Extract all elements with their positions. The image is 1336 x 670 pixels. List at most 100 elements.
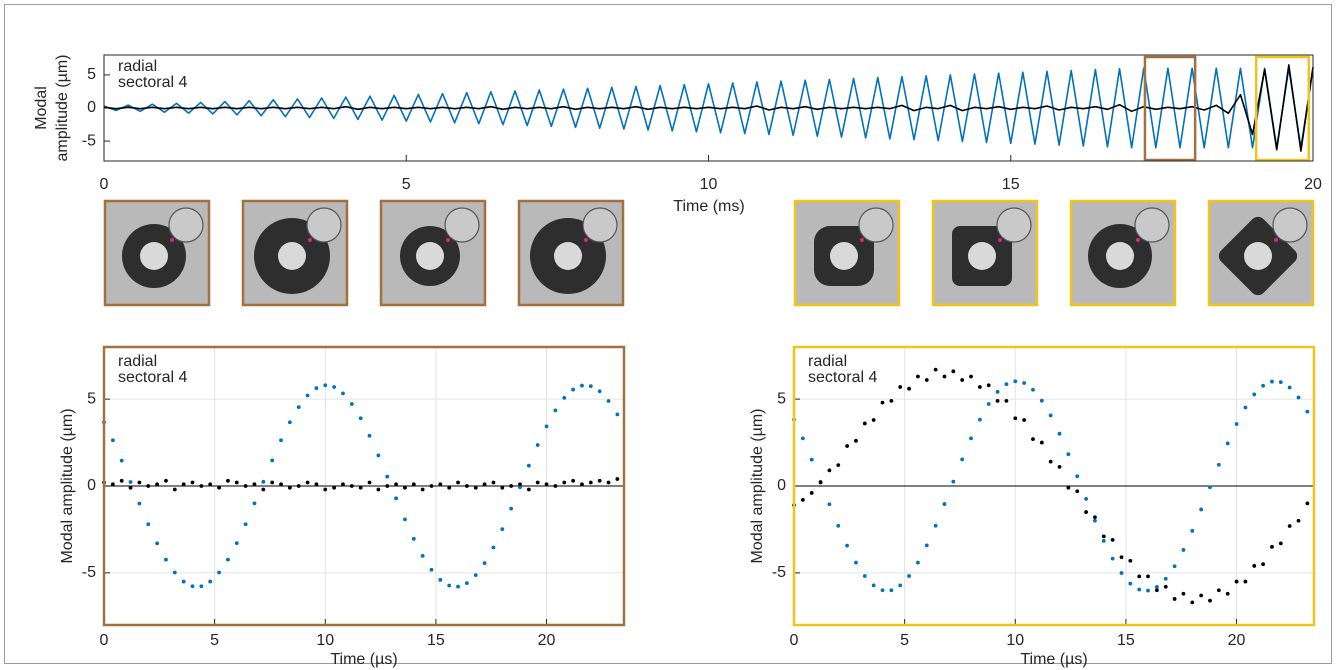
data-point (1022, 381, 1027, 385)
data-point (809, 491, 814, 495)
data-point (800, 498, 805, 502)
data-point (526, 487, 531, 492)
data-point (907, 386, 911, 391)
data-point (172, 487, 177, 492)
data-point (986, 402, 991, 406)
data-point (234, 480, 239, 485)
x-tick-label: 10 (700, 176, 718, 193)
x-tick-label: 20 (1228, 632, 1246, 649)
thumbnail (103, 199, 211, 307)
data-point (898, 385, 903, 389)
data-point (1181, 548, 1186, 552)
y-tick-label: 0 (87, 477, 96, 494)
data-point (376, 453, 381, 458)
data-point (889, 588, 894, 593)
data-point (190, 480, 195, 485)
data-point (164, 557, 168, 562)
data-point (314, 386, 319, 391)
data-point (411, 482, 416, 487)
bubble-core (830, 242, 858, 270)
data-point (181, 482, 186, 487)
data-point (562, 396, 567, 400)
highlight-box (1254, 55, 1311, 162)
data-point (880, 400, 885, 405)
thumbnail (379, 199, 487, 307)
cell (858, 207, 894, 243)
data-point (1128, 581, 1133, 586)
data-point (341, 391, 345, 396)
data-point (376, 487, 381, 492)
data-point (323, 487, 328, 492)
data-point (951, 369, 956, 374)
axes-frame (103, 54, 1314, 162)
data-point (217, 570, 221, 575)
data-point (1101, 534, 1106, 539)
y-tick-label: 0 (777, 477, 786, 494)
data-point (1093, 518, 1097, 523)
marker (584, 238, 588, 242)
data-point (349, 484, 354, 488)
data-point (933, 367, 938, 372)
data-point (1243, 579, 1248, 584)
data-point (172, 570, 177, 575)
data-point (862, 421, 867, 426)
marker (446, 238, 450, 242)
data-point (500, 485, 505, 490)
data-point (358, 485, 363, 490)
data-point (615, 477, 620, 481)
data-point (553, 408, 558, 413)
data-point (571, 387, 576, 392)
marker (1274, 238, 1278, 242)
data-point (199, 584, 204, 589)
data-point (447, 583, 452, 588)
data-point (482, 561, 487, 566)
data-point (977, 417, 982, 422)
data-point (128, 480, 133, 484)
data-point (252, 482, 257, 487)
bubble-core (1244, 242, 1272, 270)
data-point (1208, 485, 1212, 490)
bubble-core (140, 242, 168, 270)
data-point (243, 522, 248, 527)
data-point (827, 468, 832, 473)
data-point (1057, 431, 1062, 436)
data-point (535, 480, 540, 485)
x-tick-label: 0 (100, 176, 109, 193)
data-point (403, 517, 407, 522)
data-point (1261, 562, 1266, 567)
data-point (252, 501, 257, 506)
marker (170, 238, 174, 242)
data-point (1287, 385, 1292, 390)
bubble-core (1106, 242, 1134, 270)
data-point (1093, 515, 1097, 520)
data-point (562, 480, 567, 485)
data-point (1190, 600, 1195, 605)
data-point (597, 478, 602, 483)
data-point (491, 480, 496, 485)
data-point (544, 482, 549, 487)
x-tick-label: 20 (1304, 176, 1322, 193)
data-point (509, 484, 514, 488)
data-point (261, 487, 266, 492)
data-point (615, 412, 620, 417)
data-point (296, 405, 301, 410)
marker (308, 238, 312, 242)
data-point (1013, 379, 1018, 384)
axes-frame (792, 345, 1316, 627)
thumbnail-frame (241, 199, 349, 307)
data-point (296, 484, 301, 488)
legend-label: radial (808, 353, 847, 370)
data-point (1278, 380, 1283, 384)
thumbnail-frame (1207, 199, 1315, 307)
data-point (473, 485, 478, 490)
thumbnail-frame (1069, 199, 1177, 307)
data-point (526, 463, 531, 468)
data-point (137, 501, 142, 506)
x-tick-label: 5 (210, 632, 219, 649)
data-point (960, 378, 965, 382)
data-point (553, 484, 558, 488)
data-point (1128, 558, 1133, 563)
data-point (571, 478, 576, 483)
data-point (367, 480, 372, 485)
